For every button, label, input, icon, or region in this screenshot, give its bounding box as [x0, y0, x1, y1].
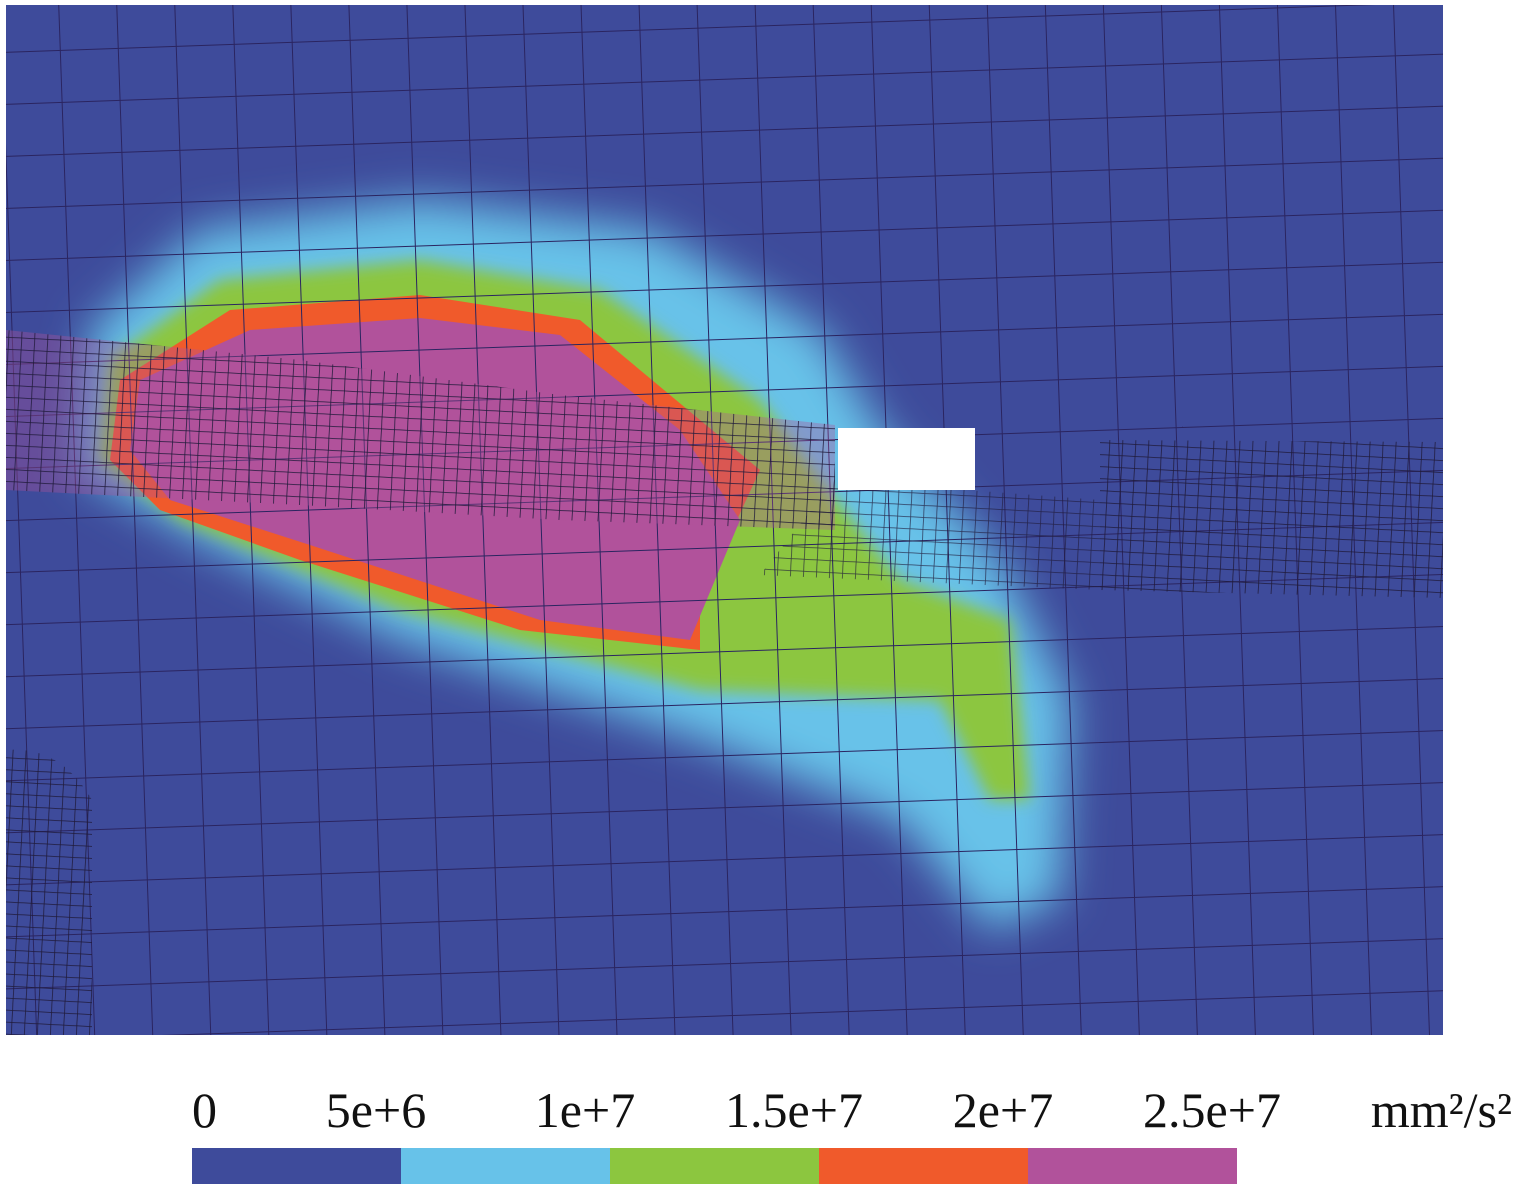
colorbar-tick-label: 1e+7 [535, 1082, 635, 1138]
colorbar-tick-label: 0 [192, 1082, 217, 1138]
colorbar-segment [610, 1148, 819, 1184]
colorbar-segment [401, 1148, 610, 1184]
colorbar-segment [819, 1148, 1028, 1184]
colorbar-tick-label: 2.5e+7 [1143, 1082, 1281, 1138]
colorbar-tick-label: 5e+6 [326, 1082, 426, 1138]
simulation-view [6, 5, 1443, 1035]
colorbar-unit: mm²/s² [1371, 1082, 1512, 1138]
colorbar-tick-label: 2e+7 [953, 1082, 1053, 1138]
colorbar: 0 5e+6 1e+7 1.5e+7 2e+7 2.5e+7 mm²/s² [192, 1082, 1512, 1184]
colorbar-segment [1028, 1148, 1237, 1184]
colorbar-tick-label: 1.5e+7 [725, 1082, 863, 1138]
colorbar-segment [192, 1148, 401, 1184]
